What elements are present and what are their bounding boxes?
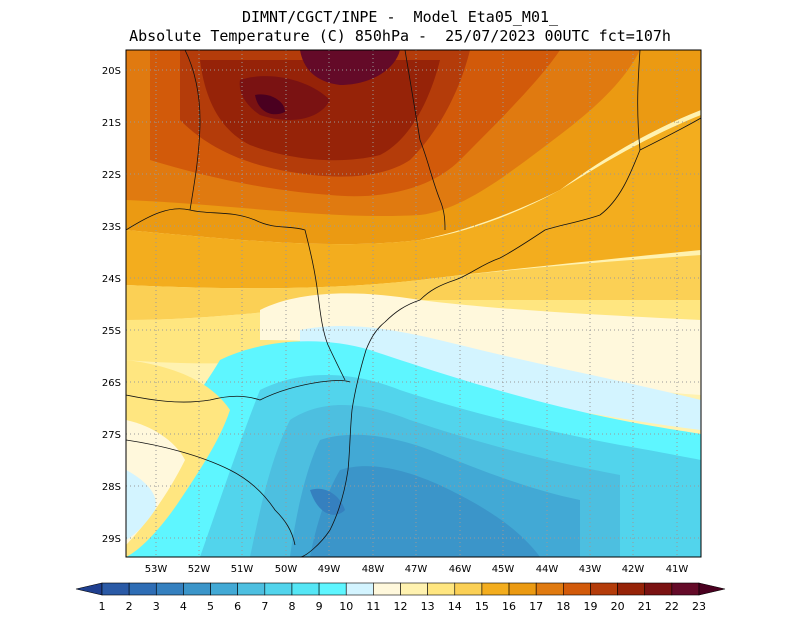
colorbar-swatch <box>508 582 537 596</box>
colorbar-swatch <box>373 582 401 596</box>
colorbar-swatch <box>427 582 456 596</box>
lon-label: 50W <box>275 564 298 575</box>
lat-label: 25S <box>102 326 121 337</box>
latitude-labels: 20S 21S 22S 23S 24S 25S 26S 27S 28S 29S <box>102 66 121 545</box>
colorbar-label: 1 <box>99 600 106 613</box>
colorbar-swatch <box>210 582 238 596</box>
lon-label: 45W <box>492 564 515 575</box>
colorbar-swatch <box>644 582 673 596</box>
lat-label: 24S <box>102 274 121 285</box>
colorbar-label: 11 <box>366 600 380 613</box>
colorbar-swatch <box>617 582 646 596</box>
colorbar-label: 12 <box>394 600 408 613</box>
colorbar-label: 15 <box>475 600 489 613</box>
colorbar: 1 2 3 4 5 6 7 8 9 10 11 12 13 14 15 16 17 18 19 20 21 22 23 <box>75 582 726 613</box>
colorbar-arrow-high <box>698 582 726 596</box>
coastline-borders <box>126 50 701 557</box>
grid-lines <box>126 50 701 557</box>
colorbar-label: 2 <box>126 600 133 613</box>
lon-label: 47W <box>405 564 428 575</box>
longitude-labels: 53W 52W 51W 50W 49W 48W 47W 46W 45W 44W … <box>145 564 689 575</box>
colorbar-swatch <box>101 582 130 596</box>
colorbar-swatch <box>671 582 700 596</box>
lat-label: 22S <box>102 170 121 181</box>
lat-label: 20S <box>102 66 121 77</box>
colorbar-swatch <box>400 582 428 596</box>
colorbar-swatch <box>237 582 266 596</box>
colorbar-label: 20 <box>611 600 625 613</box>
colorbar-swatch <box>318 582 347 596</box>
colorbar-swatch <box>590 582 618 596</box>
colorbar-label: 16 <box>502 600 516 613</box>
lon-label: 51W <box>231 564 254 575</box>
colorbar-swatch <box>183 582 211 596</box>
lon-label: 41W <box>666 564 689 575</box>
chart-title-line-2: Absolute Temperature (C) 850hPa - 25/07/… <box>129 27 671 45</box>
colorbar-swatch <box>264 582 293 596</box>
lon-label: 46W <box>449 564 472 575</box>
colorbar-label: 3 <box>153 600 160 613</box>
colorbar-label: 6 <box>234 600 241 613</box>
lat-label: 26S <box>102 378 121 389</box>
colorbar-label: 8 <box>288 600 295 613</box>
colorbar-swatch <box>128 582 157 596</box>
lat-label: 23S <box>102 222 121 233</box>
colorbar-label: 17 <box>529 600 543 613</box>
colorbar-label: 23 <box>692 600 706 613</box>
colorbar-swatch <box>563 582 591 596</box>
map-frame <box>125 49 702 558</box>
colorbar-label: 14 <box>448 600 462 613</box>
colorbar-label: 13 <box>421 600 435 613</box>
lat-label: 29S <box>102 534 121 545</box>
colorbar-label: 9 <box>316 600 323 613</box>
lat-label: 28S <box>102 482 121 493</box>
colorbar-swatch <box>155 582 184 596</box>
colorbar-swatch <box>535 582 564 596</box>
colorbar-swatch <box>454 582 483 596</box>
colorbar-label: 4 <box>180 600 187 613</box>
temperature-field <box>126 50 701 557</box>
colorbar-swatch <box>291 582 320 596</box>
colorbar-label: 21 <box>638 600 652 613</box>
colorbar-swatch <box>481 582 510 596</box>
lon-label: 52W <box>188 564 211 575</box>
lon-label: 44W <box>536 564 559 575</box>
colorbar-label: 22 <box>665 600 679 613</box>
lon-label: 42W <box>622 564 645 575</box>
lon-label: 43W <box>579 564 602 575</box>
colorbar-label: 19 <box>583 600 597 613</box>
colorbar-label: 5 <box>207 600 214 613</box>
lat-label: 21S <box>102 118 121 129</box>
colorbar-label: 7 <box>261 600 268 613</box>
lon-label: 49W <box>318 564 341 575</box>
lon-label: 53W <box>145 564 168 575</box>
lon-label: 48W <box>362 564 385 575</box>
colorbar-label: 10 <box>339 600 353 613</box>
lat-label: 27S <box>102 430 121 441</box>
colorbar-swatch <box>345 582 374 596</box>
colorbar-label: 18 <box>556 600 570 613</box>
colorbar-arrow-low <box>75 582 103 596</box>
chart-title-line-1: DIMNT/CGCT/INPE - Model Eta05_M01_ <box>241 8 559 26</box>
